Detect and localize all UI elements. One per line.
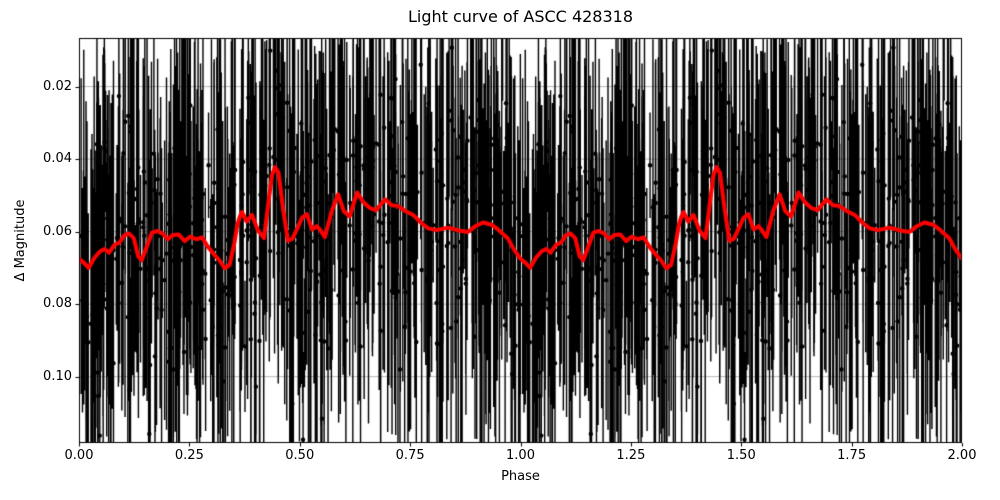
y-tick-label: 0.06 [43, 223, 72, 239]
x-tick-label: 2.00 [947, 448, 977, 463]
chart-title: Light curve of ASCC 428318 [407, 7, 634, 26]
y-tick-label: 0.10 [43, 368, 72, 384]
y-axis-label: Δ Magnitude [13, 199, 28, 282]
y-tick-label: 0.04 [43, 151, 72, 167]
x-tick-label: 0.50 [285, 448, 315, 463]
x-tick-label: 1.75 [837, 448, 867, 463]
y-tick-label: 0.02 [43, 78, 72, 94]
x-axis-label: Phase [501, 469, 540, 484]
x-tick-label: 0.25 [174, 448, 204, 463]
x-tick-label: 1.50 [726, 448, 756, 463]
x-tick-label: 0.75 [395, 448, 425, 463]
x-tick-label: 1.00 [506, 448, 535, 463]
y-tick-label: 0.08 [43, 296, 72, 312]
x-tick-label: 1.25 [616, 448, 646, 463]
x-tick-label: 0.00 [64, 448, 94, 463]
